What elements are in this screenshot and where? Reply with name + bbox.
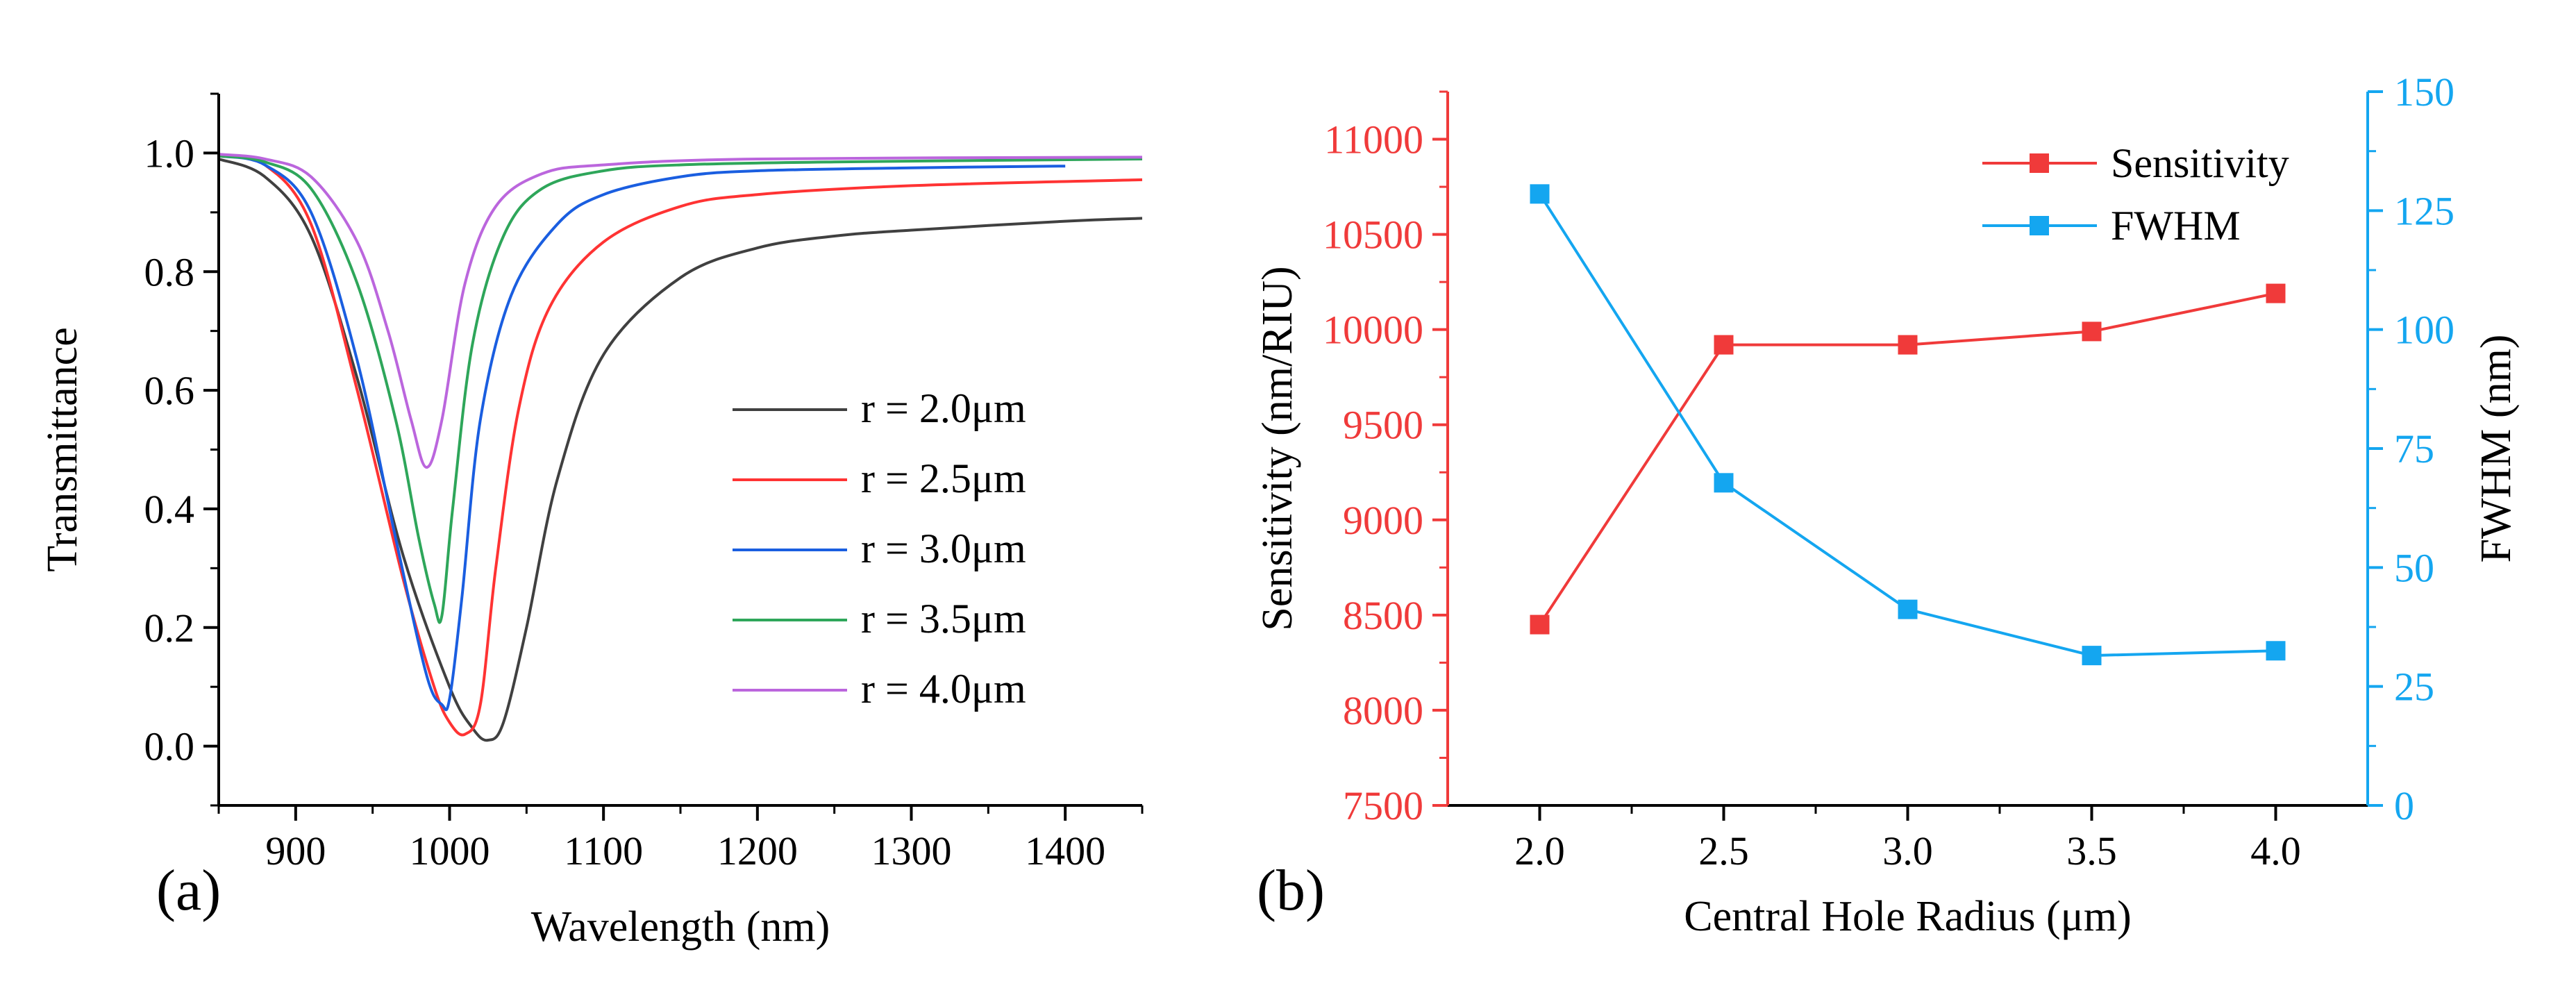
panel-b-left-y-tick-label: 10000: [1323, 308, 1423, 353]
panel-a-series-group: [218, 153, 1143, 742]
panel-b-x-tick-label: 3.5: [2066, 828, 2117, 873]
panel-b-series-group: [1530, 184, 2286, 666]
panel-b-axes: 2.0 2.5 3.0 3.5 4.0 7500 8000 8500 9000 9500 10000…: [1323, 69, 2454, 873]
panel-b-sensitivity-marker: [2266, 283, 2286, 303]
panel-b-chart: 2.0 2.5 3.0 3.5 4.0 7500 8000 8500 9000 9500 10000…: [1254, 69, 2520, 940]
panel-a-x-tick-label: 1300: [871, 828, 952, 873]
panel-b-fwhm-marker: [2082, 646, 2102, 666]
panel-a-axes: 900 1000 1100 1200 1300 1400 0.0 0.2 0.4 0.6 0.8 1.…: [144, 92, 1144, 873]
panel-a-legend-label: r = 2.0μm: [861, 385, 1026, 431]
panel-b-left-y-tick-label: 8000: [1343, 688, 1423, 733]
panel-b-right-y-tick-label: 0: [2394, 783, 2414, 828]
panel-a-y-tick-label: 0.0: [144, 724, 195, 769]
panel-b-right-y-tick-label: 100: [2394, 308, 2454, 353]
panel-b-x-tick-label: 3.0: [1882, 828, 1933, 873]
panel-b-left-y-tick-label: 7500: [1343, 783, 1423, 828]
panel-a-series-line-0: [218, 158, 1143, 742]
panel-b-right-y-tick-label: 125: [2394, 188, 2454, 233]
panel-b-legend-label: FWHM: [2111, 203, 2241, 249]
panel-b-left-y-tick-label: 8500: [1343, 593, 1423, 638]
panel-a-legend-label: r = 3.5μm: [861, 596, 1026, 642]
panel-b-right-y-axis-label: FWHM (nm): [2473, 335, 2520, 563]
panel-b-right-y-tick-label: 25: [2394, 664, 2434, 710]
panel-a-x-tick-label: 1200: [717, 828, 798, 873]
panel-a-legend-label: r = 4.0μm: [861, 666, 1026, 712]
panel-b-right-y-tick-label: 75: [2394, 426, 2434, 471]
panel-b-sensitivity-marker: [1530, 614, 1550, 635]
panel-a-label: (a): [156, 858, 221, 923]
panel-b-sensitivity-marker: [1898, 335, 1918, 355]
panel-b-right-y-tick-label: 150: [2394, 69, 2454, 115]
panel-a-legend-label: r = 2.5μm: [861, 455, 1026, 501]
panel-b-sensitivity-marker: [1714, 335, 1734, 355]
panel-b-left-y-tick-label: 11000: [1324, 117, 1423, 162]
panel-a-y-tick-label: 0.6: [144, 368, 195, 413]
panel-b-fwhm-marker: [2266, 641, 2286, 661]
panel-b-legend-marker: [2030, 216, 2049, 235]
panel-b-fwhm-marker: [1898, 599, 1918, 619]
panel-a-x-axis-label: Wavelength (nm): [531, 903, 830, 951]
panel-b-left-y-tick-label: 9000: [1343, 498, 1423, 543]
panel-b-sensitivity-marker: [2082, 321, 2102, 342]
panel-a-y-tick-label: 0.4: [144, 487, 195, 532]
panel-a-y-tick-label: 1.0: [144, 131, 195, 176]
panel-b-label: (b): [1257, 858, 1325, 923]
panel-b-x-tick-label: 2.5: [1698, 828, 1749, 873]
panel-b-left-y-tick-label: 9500: [1343, 403, 1423, 448]
panel-b-fwhm-marker: [1714, 473, 1734, 493]
panel-a-legend: r = 2.0μm r = 2.5μm r = 3.0μm r = 3.5μm r = …: [733, 385, 1026, 712]
panel-a-chart: 900 1000 1100 1200 1300 1400 0.0 0.2 0.4 0.6 0.8 1.…: [39, 92, 1144, 951]
panel-a-x-tick-label: 900: [265, 828, 326, 873]
panel-a-series-line-3: [218, 154, 1143, 624]
panel-a-series-line-1: [218, 154, 1143, 737]
panel-a-x-tick-label: 1400: [1025, 828, 1105, 873]
panel-b-left-y-tick-label: 10500: [1323, 212, 1423, 258]
panel-a-y-tick-label: 0.2: [144, 605, 195, 651]
panel-b-x-tick-label: 2.0: [1514, 828, 1565, 873]
panel-b-right-y-tick-label: 50: [2394, 545, 2434, 590]
panel-b-left-y-axis-label: Sensitivity (nm/RIU): [1254, 266, 1301, 630]
panel-a-series-line-4: [218, 153, 1143, 469]
panel-b-legend: Sensitivity FWHM: [1982, 140, 2289, 249]
panel-a-y-tick-label: 0.8: [144, 249, 195, 294]
panel-a-x-tick-label: 1000: [410, 828, 490, 873]
panel-b-legend-marker: [2030, 153, 2049, 173]
panel-b-x-tick-label: 4.0: [2250, 828, 2301, 873]
panel-b-x-axis-label: Central Hole Radius (μm): [1684, 893, 2132, 940]
panel-b-fwhm-line: [1538, 193, 2276, 658]
panel-b-fwhm-marker: [1530, 184, 1550, 204]
panel-b-legend-label: Sensitivity: [2111, 140, 2289, 186]
panel-a-x-tick-label: 1100: [564, 828, 643, 873]
panel-a-y-axis-label: Transmittance: [39, 327, 86, 571]
panel-a-series-line-2: [218, 154, 1066, 712]
panel-a-legend-label: r = 3.0μm: [861, 526, 1026, 571]
